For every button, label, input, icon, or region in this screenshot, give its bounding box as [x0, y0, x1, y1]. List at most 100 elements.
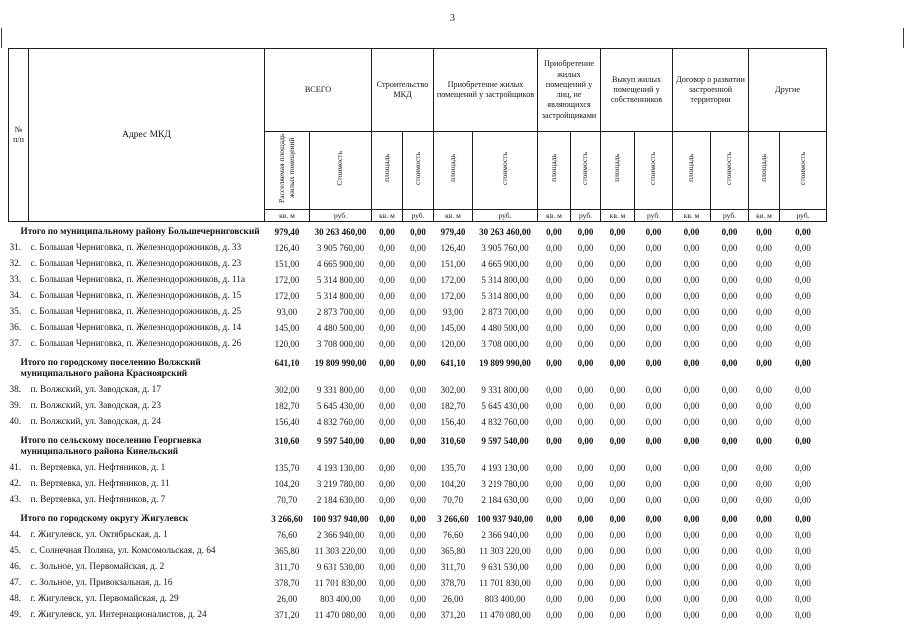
value-cell: 11 470 080,00 [314, 610, 367, 620]
total-row: Итого по городскому поселению Волжский м… [9, 353, 827, 383]
value-cell: 145,00 [440, 323, 466, 333]
value-cell: 0,00 [410, 436, 426, 446]
value-cell: 0,00 [546, 495, 562, 505]
value-cell: 0,00 [379, 307, 395, 317]
value-cell: 0,00 [756, 495, 772, 505]
unit-label: руб. [471, 209, 539, 222]
subheader-cost: стоимость [710, 131, 750, 210]
value-cell: 156,40 [274, 417, 300, 427]
subheader-cost: стоимость [634, 131, 674, 210]
value-cell: 0,00 [645, 436, 662, 446]
value-cell: 0,00 [546, 514, 562, 524]
row-number: 32. [9, 259, 22, 269]
value-cell: 0,00 [795, 291, 811, 301]
value-cell: 0,00 [721, 514, 738, 524]
value-cell: 0,00 [410, 479, 426, 489]
table-row: 49. г. Жигулевск, ул. Интернационалистов,… [9, 608, 827, 624]
value-cell: 0,00 [410, 275, 426, 285]
value-cell: 0,00 [546, 546, 562, 556]
value-cell: 0,00 [795, 610, 811, 620]
unit-label: руб. [634, 209, 674, 222]
value-cell: 0,00 [546, 578, 562, 588]
value-cell: 0,00 [756, 227, 772, 237]
value-cell: 76,60 [442, 530, 464, 540]
value-cell: 0,00 [379, 417, 395, 427]
value-cell: 0,00 [721, 307, 738, 317]
value-cell: 93,00 [442, 307, 464, 317]
value-cell: 0,00 [645, 227, 662, 237]
value-cell: 0,00 [546, 307, 562, 317]
value-cell: 0,00 [410, 578, 426, 588]
row-number: 35. [9, 307, 22, 317]
subheader-area: Расселяемая площадь жилых помещений [264, 131, 310, 210]
value-cell: 0,00 [721, 243, 738, 253]
resettlement-table: № п/п Адрес МКД ВСЕГО Строительство МКД … [8, 48, 828, 625]
value-cell: 0,00 [795, 463, 811, 473]
value-cell: 4 665 900,00 [316, 259, 365, 269]
value-cell: 0,00 [683, 594, 700, 604]
value-cell: 0,00 [609, 275, 626, 285]
value-cell: 0,00 [721, 323, 738, 333]
unit-label: кв. м [748, 209, 781, 222]
value-cell: 2 873 700,00 [481, 307, 529, 317]
value-cell: 9 631 530,00 [316, 562, 365, 572]
value-cell: 0,00 [546, 479, 562, 489]
subheader-cost: стоимость [471, 131, 539, 210]
row-number: 40. [9, 417, 22, 427]
value-cell: 11 303 220,00 [479, 546, 531, 556]
value-cell: 0,00 [756, 417, 772, 427]
table-body: Итого по муниципальному району Большечер… [9, 222, 827, 625]
value-cell: 0,00 [379, 594, 395, 604]
total-label: Итого по городскому округу Жигулевск [20, 514, 189, 524]
value-cell: 0,00 [645, 562, 662, 572]
value-cell: 0,00 [609, 243, 626, 253]
value-cell: 0,00 [645, 307, 662, 317]
address-cell: с. Большая Черниговка, п. Железнодорожни… [30, 243, 242, 253]
value-cell: 0,00 [645, 546, 662, 556]
row-number: 42. [9, 479, 22, 489]
value-cell: 0,00 [410, 594, 426, 604]
value-cell: 371,20 [440, 610, 466, 620]
value-cell: 0,00 [645, 358, 662, 368]
table-row: 37. с. Большая Черниговка, п. Железнодоро… [9, 337, 827, 353]
table-header: № п/п Адрес МКД ВСЕГО Строительство МКД … [8, 48, 828, 222]
value-cell: 311,70 [274, 562, 300, 572]
value-cell: 0,00 [577, 339, 594, 349]
value-cell: 0,00 [577, 495, 594, 505]
value-cell: 0,00 [410, 323, 426, 333]
value-cell: 0,00 [410, 417, 426, 427]
value-cell: 0,00 [683, 385, 700, 395]
value-cell: 11 701 830,00 [479, 578, 531, 588]
value-cell: 0,00 [683, 546, 700, 556]
value-cell: 0,00 [410, 495, 426, 505]
value-cell: 302,00 [274, 385, 300, 395]
value-cell: 0,00 [756, 385, 772, 395]
value-cell: 0,00 [795, 259, 811, 269]
address-cell: п. Волжский, ул. Заводская, д. 17 [30, 385, 161, 395]
value-cell: 120,00 [274, 339, 300, 349]
row-number: 43. [9, 495, 22, 505]
subheader-cost: Стоимость [309, 131, 372, 210]
value-cell: 0,00 [795, 323, 811, 333]
value-cell: 302,00 [440, 385, 466, 395]
value-cell: 5 645 430,00 [481, 401, 529, 411]
value-cell: 11 470 080,00 [479, 610, 531, 620]
value-cell: 0,00 [410, 259, 426, 269]
value-cell: 0,00 [795, 495, 811, 505]
value-cell: 0,00 [645, 578, 662, 588]
total-row: Итого по городскому округу Жигулевск 3 26… [9, 509, 827, 528]
row-number: 48. [9, 594, 22, 604]
value-cell: 0,00 [379, 578, 395, 588]
value-cell: 9 331 800,00 [481, 385, 529, 395]
value-cell: 0,00 [379, 514, 395, 524]
table-row: 48. г. Жигулевск, ул. Первомайская, д. 29… [9, 592, 827, 608]
value-cell: 310,60 [440, 436, 466, 446]
address-cell: с. Большая Черниговка, п. Железнодорожни… [30, 259, 242, 269]
subheader-area: площадь [537, 131, 572, 210]
value-cell: 0,00 [683, 417, 700, 427]
value-cell: 76,60 [276, 530, 298, 540]
value-cell: 0,00 [379, 401, 395, 411]
unit-label: кв. м [537, 209, 572, 222]
value-cell: 0,00 [379, 227, 395, 237]
value-cell: 0,00 [795, 385, 811, 395]
